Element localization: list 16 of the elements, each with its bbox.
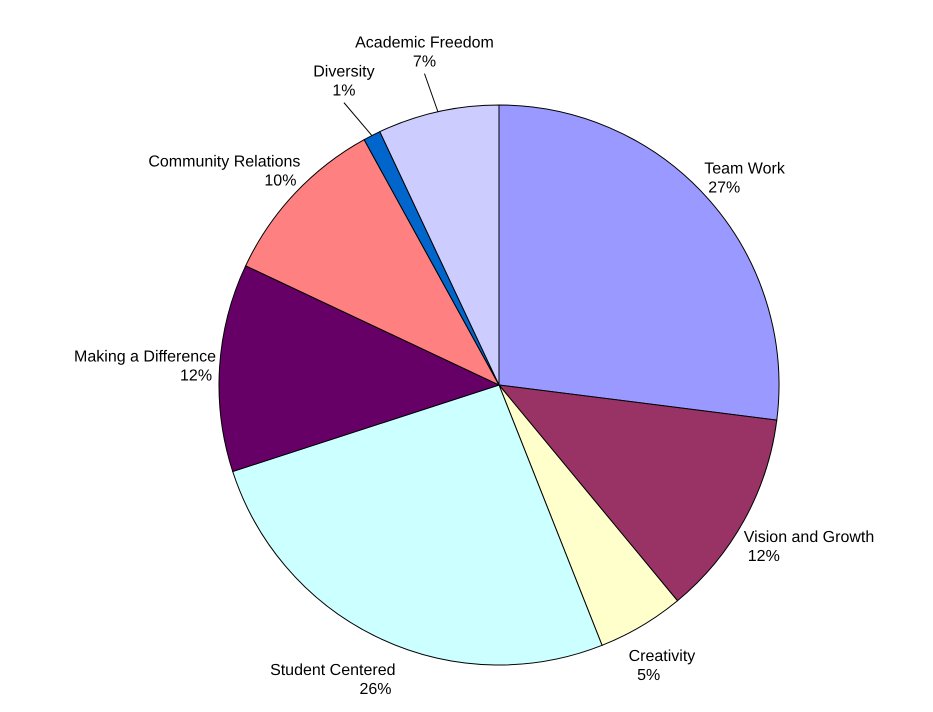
- data-label: 1%: [332, 82, 356, 100]
- slice-label: Diversity: [313, 64, 375, 81]
- data-label: 7%: [412, 54, 436, 71]
- data-label: 26%: [359, 680, 392, 698]
- slice-label: Community Relations: [148, 153, 300, 170]
- slice-label: Academic Freedom: [355, 34, 494, 52]
- data-label: 10%: [264, 172, 296, 190]
- data-label: 27%: [708, 180, 740, 197]
- slice-label: Making a Difference: [74, 348, 216, 366]
- slice-label: Team Work: [704, 160, 786, 178]
- slice-label: Vision and Growth: [744, 529, 874, 546]
- data-label: 12%: [748, 548, 780, 566]
- data-label: 5%: [637, 666, 660, 684]
- data-label: 12%: [180, 367, 212, 384]
- slice-label: Student Centered: [270, 662, 396, 679]
- slice-label: Creativity: [628, 648, 696, 665]
